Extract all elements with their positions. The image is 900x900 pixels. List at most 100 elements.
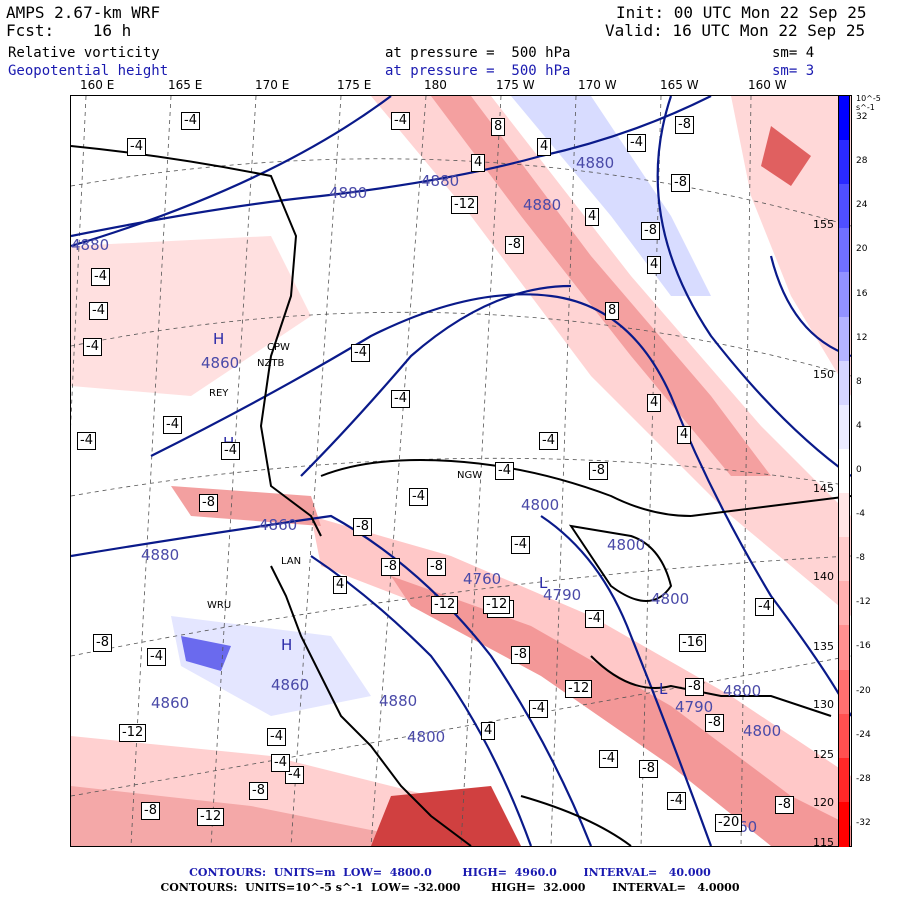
vorticity-label: -8 (685, 678, 704, 696)
high-mark: H (213, 330, 225, 348)
height-label: 4880 (421, 172, 460, 190)
vorticity-label: -4 (409, 488, 428, 506)
colorbar-segment (839, 272, 849, 318)
vorticity-label: -8 (141, 802, 160, 820)
colorbar-segment (839, 140, 849, 186)
station-label: WRU (207, 600, 232, 611)
colorbar-tick: 16 (856, 288, 868, 299)
vorticity-label: -8 (381, 558, 400, 576)
map-canvas (71, 96, 851, 846)
vorticity-label: -12 (565, 680, 593, 698)
vorticity-band (431, 96, 771, 476)
vorticity-label: 8 (605, 302, 620, 320)
colorbar-segment (839, 537, 849, 583)
vorticity-label: 4 (333, 576, 348, 594)
graticule (71, 96, 851, 846)
lon-label: 175 E (337, 78, 372, 92)
vorticity-label: 4 (647, 256, 662, 274)
colorbar-segment (839, 669, 849, 715)
vorticity-label: -12 (197, 808, 225, 826)
height-label: 4800 (607, 536, 646, 554)
colorbar-tick: 32 (856, 112, 868, 123)
vorticity-label: -8 (639, 760, 658, 778)
colorbar-tick: 8 (856, 376, 862, 387)
vorticity-label: -4 (89, 302, 108, 320)
vorticity-label: -4 (91, 268, 110, 286)
vorticity-label: -4 (529, 700, 548, 718)
colorbar-segment (839, 713, 849, 759)
station-label: NGW (457, 470, 483, 481)
vorticity-label: -4 (511, 536, 530, 554)
vorticity-label: -8 (249, 782, 268, 800)
lon-label: 170 E (255, 78, 290, 92)
vorticity-label: -4 (539, 432, 558, 450)
colorbar-segment (839, 493, 849, 539)
init-time: Init: 00 UTC Mon 22 Sep 25 (616, 3, 867, 22)
colorbar-segment (839, 360, 849, 406)
height-label: 4760 (463, 570, 502, 588)
vorticity-label: -12 (119, 724, 147, 742)
lon-label: 180 (424, 78, 447, 92)
vorticity-band (71, 786, 411, 846)
colorbar-tick: -8 (856, 553, 865, 564)
vorticity-label: 4 (537, 138, 552, 156)
vorticity-label: -4 (181, 112, 200, 130)
lon-label: 165 E (168, 78, 203, 92)
vorticity-band (371, 786, 521, 846)
height-label: 4880 (379, 692, 418, 710)
vorticity-label: -16 (679, 634, 707, 652)
colorbar-tick: -28 (856, 773, 871, 784)
height-label: 4880 (329, 184, 368, 202)
vorticity-label: -4 (667, 792, 686, 810)
height-label: 4880 (523, 196, 562, 214)
vorticity-label: -8 (511, 646, 530, 664)
station-label: LAN (281, 556, 302, 567)
map-panel: 4880 4880 4880 4860 4860 4880 4860 4800 … (70, 95, 852, 847)
colorbar-segment (839, 581, 849, 627)
lon-label: 160 W (748, 78, 787, 92)
vorticity-label: -4 (755, 598, 774, 616)
vorticity-label: -8 (353, 518, 372, 536)
vorticity-label: -20 (715, 814, 743, 832)
field2-smoothing: sm= 3 (772, 63, 815, 79)
vorticity-label: 4 (677, 426, 692, 444)
colorbar-tick: 12 (856, 332, 868, 343)
height-label: 4790 (543, 586, 582, 604)
vorticity-band (371, 96, 851, 616)
lon-label: 170 W (578, 78, 617, 92)
colorbar-segment (839, 448, 849, 495)
vorticity-label: -4 (599, 750, 618, 768)
vorticity-label: -8 (93, 634, 112, 652)
low-mark: L (659, 680, 668, 698)
vorticity-label: -4 (391, 112, 410, 130)
height-label: 4860 (259, 516, 298, 534)
vorticity-label: -8 (705, 714, 724, 732)
colorbar-segment (839, 228, 849, 274)
vorticity-label: -4 (163, 416, 182, 434)
colorbar-tick: -16 (856, 641, 871, 652)
height-label: 4790 (675, 698, 714, 716)
vorticity-label: -4 (83, 338, 102, 356)
vorticity-label: -4 (495, 462, 514, 480)
vorticity-label: -8 (199, 494, 218, 512)
vorticity-label: 4 (471, 154, 486, 172)
colorbar-tick: -12 (856, 597, 871, 608)
vorticity-band (391, 576, 851, 846)
vorticity-band (71, 236, 311, 396)
height-label: 4800 (723, 682, 762, 700)
height-label: 4860 (201, 354, 240, 372)
field2-name: Geopotential height (8, 63, 169, 79)
vorticity-label: -8 (589, 462, 608, 480)
height-label: 4860 (271, 676, 310, 694)
vorticity-label: 4 (585, 208, 600, 226)
vorticity-label: -4 (585, 610, 604, 628)
colorbar-tick: 28 (856, 156, 868, 167)
station-label: NZTB (257, 358, 285, 369)
station-label: REY (209, 388, 229, 399)
vorticity-label: -4 (627, 134, 646, 152)
height-label: 4800 (651, 590, 690, 608)
vorticity-label: -12 (451, 196, 479, 214)
vorticity-band (761, 126, 811, 186)
height-label: 4800 (521, 496, 560, 514)
colorbar-unit: 10^-5 s^-1 (856, 94, 881, 112)
